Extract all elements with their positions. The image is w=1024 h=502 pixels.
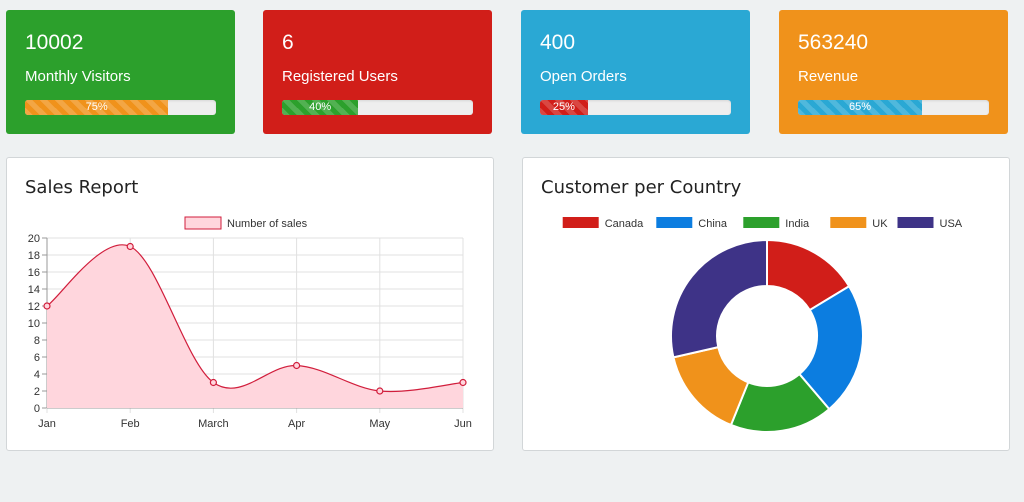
data-point: [459, 378, 467, 387]
legend-label: China: [698, 218, 728, 230]
x-tick-label: Jun: [454, 418, 472, 430]
y-tick-label: 16: [28, 267, 40, 279]
stat-card-registered-users: 6 Registered Users 40%: [263, 10, 492, 134]
y-tick-label: 18: [28, 250, 40, 262]
donut-slice: [798, 284, 864, 411]
y-tick-label: 10: [28, 318, 40, 330]
y-tick-label: 2: [34, 386, 40, 398]
stat-label: Monthly Visitors: [25, 68, 131, 85]
data-point: [126, 242, 134, 251]
data-point: [209, 378, 217, 387]
legend-label: UK: [872, 218, 888, 230]
y-tick-label: 6: [34, 352, 40, 364]
stat-card-revenue: 563240 Revenue 65%: [779, 10, 1008, 134]
stat-value: 10002: [25, 31, 84, 54]
legend-label: India: [785, 218, 810, 230]
progress-bar: 25%: [540, 100, 731, 115]
progress-fill: 40%: [282, 100, 359, 115]
y-tick-label: 12: [28, 301, 40, 313]
stat-value: 6: [282, 31, 294, 54]
customer-donut-chart: Canada China India UK USA: [562, 217, 963, 433]
x-tick-label: March: [198, 418, 229, 430]
stat-card-monthly-visitors: 10002 Monthly Visitors 75%: [6, 10, 235, 134]
legend-label: USA: [940, 218, 963, 230]
stat-label: Revenue: [798, 68, 859, 85]
data-point: [376, 387, 384, 395]
x-tick-label: May: [369, 418, 390, 430]
data-point: [43, 302, 51, 310]
progress-fill: 65%: [798, 100, 923, 115]
data-point: [293, 361, 301, 370]
legend-swatch: [656, 217, 693, 228]
panel-title: Customer per Country: [541, 177, 742, 198]
y-tick-label: 14: [28, 284, 40, 296]
x-tick-label: Jan: [38, 418, 56, 430]
y-tick-label: 4: [34, 369, 40, 381]
y-tick-label: 20: [28, 233, 40, 245]
y-tick-label: 0: [34, 403, 40, 415]
series-area: [47, 244, 463, 408]
legend-swatch: [743, 217, 780, 228]
stat-card-open-orders: 400 Open Orders 25%: [521, 10, 750, 134]
customer-country-panel: Customer per Country Canada China India UK U…: [522, 157, 1010, 451]
sales-line-chart: 0 2 4 6 8 10 12 14 16 18 20 Jan Feb March Apr May Jun Num…: [28, 216, 472, 430]
legend-swatch: [830, 217, 867, 228]
x-tick-label: Feb: [121, 418, 140, 430]
progress-fill: 75%: [25, 100, 169, 115]
progress-bar: 75%: [25, 100, 216, 115]
legend-swatch: [897, 217, 934, 228]
y-tick-label: 8: [34, 335, 40, 347]
stat-label: Open Orders: [540, 68, 627, 85]
stat-label: Registered Users: [282, 68, 398, 85]
legend-label: Number of sales: [227, 218, 308, 230]
x-tick-label: Apr: [288, 418, 305, 430]
progress-bar: 65%: [798, 100, 989, 115]
legend-swatch: [562, 217, 599, 228]
donut-slice: [670, 238, 768, 359]
stat-value: 400: [540, 31, 576, 54]
stat-value: 563240: [798, 31, 869, 54]
progress-fill: 25%: [540, 100, 588, 115]
legend-swatch: [184, 216, 222, 230]
panel-title: Sales Report: [25, 177, 139, 198]
legend-label: Canada: [605, 218, 644, 230]
sales-report-panel: Sales Report 0 2 4 6 8 10 12 14 16 18 20 Jan Feb Marc…: [6, 157, 494, 451]
progress-bar: 40%: [282, 100, 473, 115]
